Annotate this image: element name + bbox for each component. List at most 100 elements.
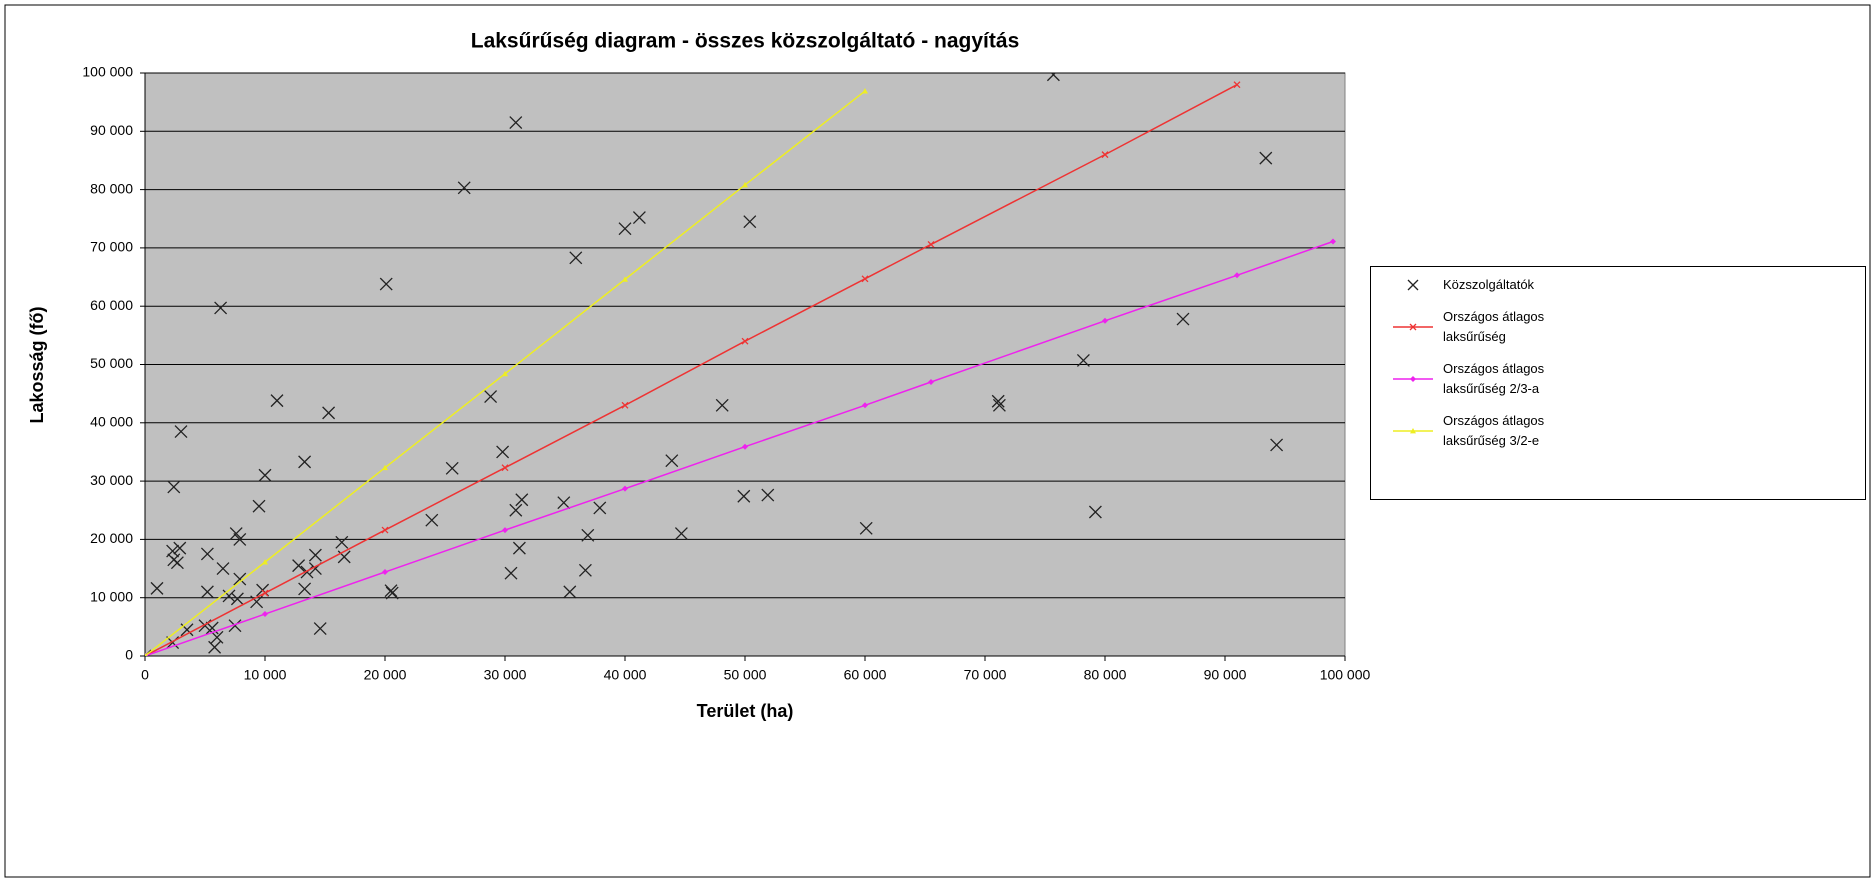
marker — [222, 589, 236, 603]
marker — [381, 526, 389, 534]
x-tick-label: 20 000 — [364, 667, 407, 683]
marker — [992, 398, 1006, 412]
marker — [385, 586, 399, 600]
legend-swatch — [1393, 323, 1433, 331]
marker — [509, 116, 523, 130]
x-tick-label: 10 000 — [244, 667, 287, 683]
marker — [1330, 238, 1336, 245]
marker — [210, 630, 224, 644]
x-tick-label: 0 — [141, 667, 149, 683]
marker — [622, 276, 628, 282]
y-tick-label: 80 000 — [90, 180, 133, 196]
marker — [250, 595, 264, 609]
marker — [1233, 81, 1241, 89]
legend-swatch — [1407, 279, 1419, 291]
marker — [632, 211, 646, 225]
marker — [665, 454, 679, 468]
marker — [457, 181, 471, 195]
marker — [252, 499, 266, 513]
marker — [1176, 312, 1190, 326]
marker — [715, 398, 729, 412]
marker — [1407, 279, 1419, 291]
marker — [742, 181, 748, 188]
x-tick-label: 30 000 — [484, 667, 527, 683]
marker — [300, 565, 314, 579]
marker — [200, 547, 214, 561]
marker — [861, 275, 869, 283]
marker — [502, 370, 508, 377]
marker — [308, 548, 322, 562]
y-tick-label: 40 000 — [90, 414, 133, 430]
x-tick-label: 50 000 — [724, 667, 767, 683]
marker — [208, 640, 222, 654]
marker — [379, 277, 393, 291]
marker — [581, 528, 595, 542]
marker — [621, 401, 629, 409]
marker — [270, 394, 284, 408]
marker — [859, 521, 873, 535]
legend: Közszolgáltatók Országos átlagos laksűrűs… — [1370, 266, 1866, 500]
marker — [504, 566, 518, 580]
marker — [509, 503, 523, 517]
marker — [1076, 353, 1090, 367]
marker — [262, 559, 268, 565]
legend-label: Országos átlagos laksűrűség — [1443, 309, 1545, 344]
marker — [991, 394, 1005, 408]
y-tick-label: 10 000 — [90, 588, 133, 604]
legend-item: Országos átlagos laksűrűség — [1371, 307, 1865, 347]
marker — [502, 527, 508, 534]
marker — [1410, 376, 1416, 382]
marker — [593, 501, 607, 515]
marker — [150, 581, 164, 595]
marker — [484, 390, 498, 404]
marker — [737, 489, 751, 503]
marker — [742, 443, 748, 450]
marker — [170, 556, 184, 570]
marker — [1270, 438, 1284, 452]
marker — [512, 541, 526, 555]
marker — [445, 461, 459, 475]
y-tick-label: 20 000 — [90, 530, 133, 546]
marker — [167, 480, 181, 494]
marker — [262, 611, 268, 618]
y-tick-label: 60 000 — [90, 297, 133, 313]
marker — [618, 222, 632, 236]
chart-title: Laksűrűség diagram - összes közszolgálta… — [471, 30, 1020, 53]
marker — [322, 406, 336, 420]
legend-item: Országos átlagos laksűrűség 2/3-a — [1371, 359, 1865, 399]
marker — [205, 621, 219, 635]
marker — [229, 527, 243, 541]
x-tick-label: 60 000 — [844, 667, 887, 683]
marker — [382, 569, 388, 576]
y-tick-label: 0 — [125, 647, 133, 663]
legend-item: Országos átlagos laksűrűség 3/2-e — [1371, 411, 1865, 451]
series-line — [145, 83, 1238, 656]
y-tick-label: 90 000 — [90, 122, 133, 138]
marker — [862, 402, 868, 409]
x-tick-label: 70 000 — [964, 667, 1007, 683]
marker — [425, 513, 439, 527]
marker — [578, 563, 592, 577]
x-tick-label: 80 000 — [1084, 667, 1127, 683]
marker — [233, 572, 247, 586]
marker — [1259, 151, 1273, 165]
y-tick-label: 100 000 — [82, 64, 133, 80]
marker — [233, 532, 247, 546]
marker — [173, 541, 187, 555]
marker — [563, 585, 577, 599]
marker — [298, 455, 312, 469]
legend-item: Közszolgáltatók — [1371, 275, 1865, 295]
y-tick-label: 30 000 — [90, 472, 133, 488]
marker — [228, 619, 242, 633]
marker — [335, 535, 349, 549]
marker — [1101, 151, 1109, 159]
marker — [927, 240, 935, 248]
marker — [674, 527, 688, 541]
marker — [501, 464, 509, 472]
marker — [1234, 272, 1240, 279]
marker — [741, 337, 749, 345]
marker — [1088, 505, 1102, 519]
x-axis-label: Terület (ha) — [697, 701, 794, 721]
